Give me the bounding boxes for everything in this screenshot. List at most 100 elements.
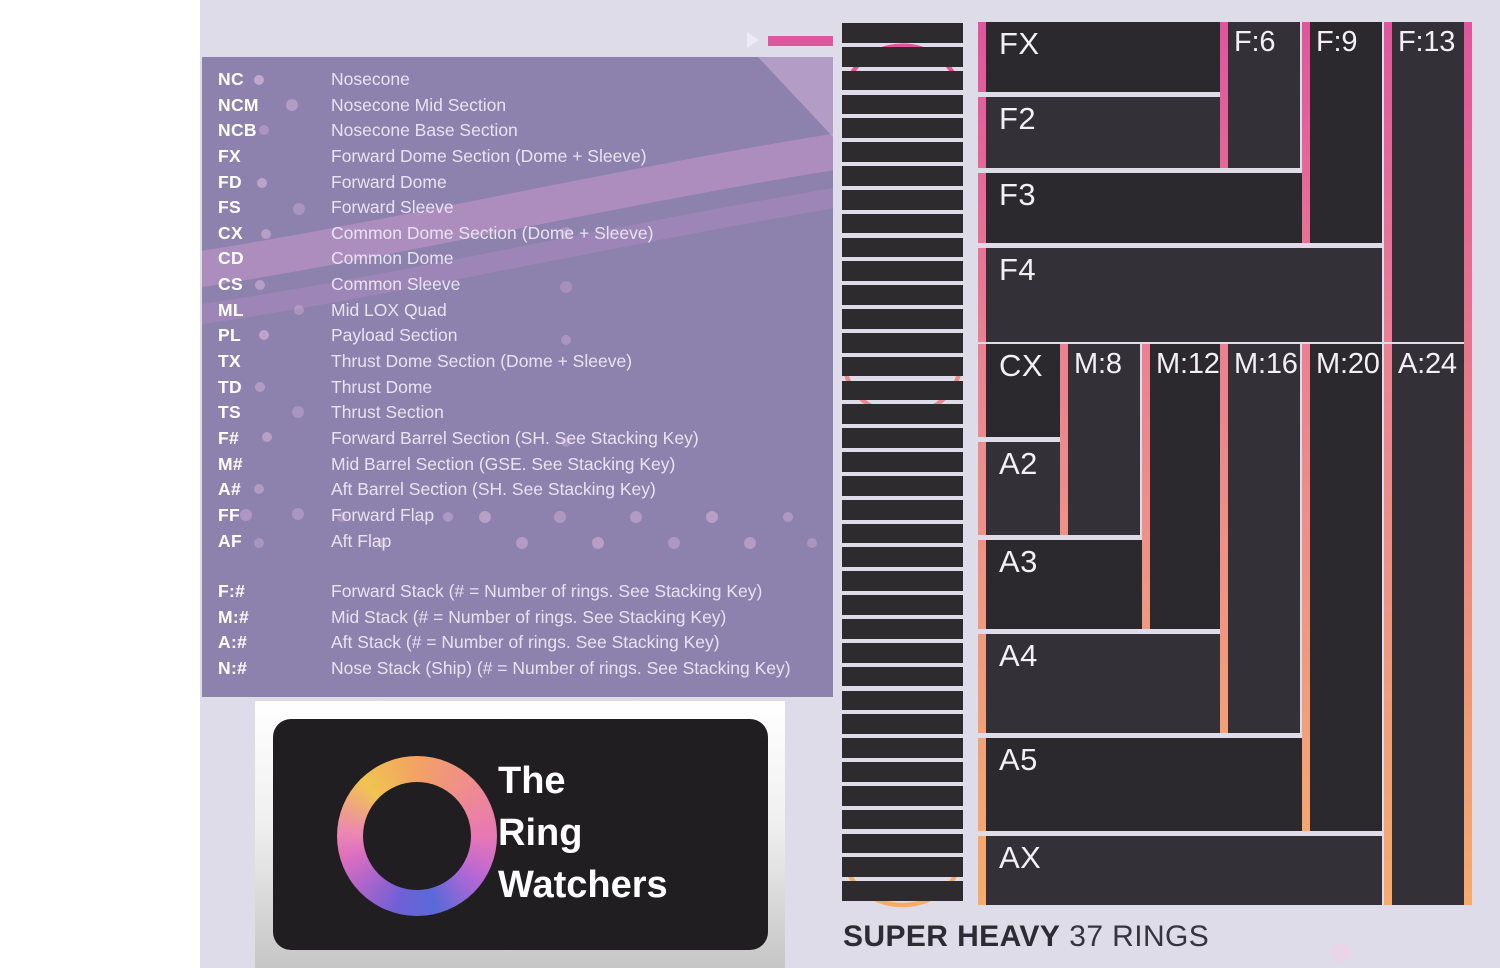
booster-ring — [842, 690, 963, 711]
key-stack-bar — [1384, 344, 1392, 905]
legend-row: CX Common Dome Section (Dome + Sleeve) — [218, 221, 699, 247]
decorative-dot — [377, 538, 387, 548]
key-label: A5 — [999, 742, 1038, 777]
key-label: M:12 — [1156, 348, 1220, 380]
decorative-dot — [807, 538, 817, 548]
booster-ring — [842, 70, 963, 91]
legend-abbr: FF — [218, 504, 240, 525]
decorative-dot — [560, 227, 572, 239]
legend-abbr: CS — [218, 274, 243, 295]
legend-description: Nose Stack (Ship) (# = Number of rings. … — [331, 657, 791, 678]
key-section-bar — [978, 540, 986, 629]
key-section-F4: F4 — [986, 248, 1382, 342]
booster-ring — [842, 166, 963, 186]
accent-dash — [768, 36, 833, 46]
key-stack-bar — [1220, 22, 1228, 168]
booster-ring — [842, 237, 963, 258]
key-label: M:16 — [1234, 348, 1298, 380]
booster-ring — [842, 762, 963, 782]
legend-row: AF Aft Flap — [218, 529, 699, 555]
booster-ring — [842, 142, 963, 162]
booster-ring-stack — [842, 23, 963, 908]
legend-description: Mid LOX Quad — [331, 299, 447, 320]
decorative-dot — [560, 281, 572, 293]
key-section-bar — [978, 738, 986, 831]
ring-logo-hole — [363, 782, 471, 890]
legend-abbr: A# — [218, 479, 241, 500]
key-label: A2 — [999, 446, 1038, 481]
booster-ring — [842, 118, 963, 139]
legend-abbr: ML — [218, 299, 244, 320]
key-label: F:9 — [1316, 26, 1358, 58]
key-label: A3 — [999, 544, 1038, 579]
legend-stack-row: M:# Mid Stack (# = Number of rings. See S… — [218, 605, 791, 631]
legend-stack-row: N:# Nose Stack (Ship) (# = Number of ring… — [218, 656, 791, 682]
booster-ring — [842, 571, 963, 592]
decorative-dot — [516, 537, 528, 549]
legend-description: Aft Stack (# = Number of rings. See Stac… — [331, 632, 720, 653]
legend-description: Forward Sleeve — [331, 197, 454, 218]
booster-ring — [842, 738, 963, 758]
legend-description: Forward Dome — [331, 171, 447, 192]
legend-abbr: FS — [218, 197, 241, 218]
legend-description: Aft Flap — [331, 530, 392, 551]
decorative-arcs — [202, 57, 833, 325]
decorative-dot — [337, 512, 347, 522]
decorative-dot — [259, 125, 269, 135]
legend-description: Mid Stack (# = Number of rings. See Stac… — [331, 606, 727, 627]
key-stack-bar — [1220, 344, 1228, 733]
ring-logo-icon — [337, 756, 497, 916]
key-section-A4: A4 — [986, 634, 1220, 733]
legend-description: Forward Dome Section (Dome + Sleeve) — [331, 145, 647, 166]
legend-row: TD Thrust Dome — [218, 375, 699, 401]
legend-row: CS Common Sleeve — [218, 272, 699, 298]
legend-description: Nosecone Base Section — [331, 120, 518, 141]
booster-ring — [842, 428, 963, 448]
legend-description: Thrust Dome Section (Dome + Sleeve) — [331, 351, 633, 372]
decorative-dot — [254, 75, 264, 85]
key-section-A2: A2 — [986, 442, 1060, 535]
booster-ring — [842, 94, 963, 115]
booster-ring — [842, 642, 963, 663]
legend-abbr: NCM — [218, 94, 259, 115]
decorative-dot — [630, 511, 642, 523]
caption: SUPER HEAVY 37 RINGS — [843, 920, 1209, 954]
decorative-dot — [561, 437, 571, 447]
legend-row: M# Mid Barrel Section (GSE. See Stacking … — [218, 452, 699, 478]
decorative-dot — [254, 538, 264, 548]
decorative-dot — [668, 537, 680, 549]
booster-ring — [842, 356, 963, 377]
key-section-bar — [978, 634, 986, 733]
decorative-dot — [255, 280, 265, 290]
legend-row: F# Forward Barrel Section (SH. See Stacki… — [218, 426, 699, 452]
key-label: M:8 — [1074, 348, 1122, 380]
logo-line: Ring — [498, 812, 583, 854]
decorative-dot — [783, 512, 793, 522]
key-label: F3 — [999, 177, 1037, 212]
booster-ring — [842, 309, 963, 329]
legend-row: CD Common Dome — [218, 246, 699, 272]
decorative-dot — [259, 330, 269, 340]
decorative-dot — [261, 229, 271, 239]
legend-row: ML Mid LOX Quad — [218, 298, 699, 324]
legend-description: Nosecone Mid Section — [331, 94, 507, 115]
key-label: F2 — [999, 101, 1037, 136]
key-stack-bar — [1142, 344, 1150, 629]
booster-ring — [842, 380, 963, 401]
decorative-dot — [254, 484, 264, 494]
decorative-dot — [240, 509, 252, 521]
key-section-F2: F2 — [986, 97, 1220, 168]
booster-ring — [842, 404, 963, 425]
decorative-dot — [292, 508, 304, 520]
key-label: CX — [999, 348, 1044, 383]
booster-ring — [842, 595, 963, 615]
key-section-bar — [978, 22, 986, 92]
legend-description: Thrust Dome — [331, 376, 433, 397]
legend-abbr: F# — [218, 427, 240, 448]
legend-abbr: FD — [218, 171, 242, 192]
key-stack-bar — [1302, 344, 1310, 831]
legend-description: Mid Barrel Section (GSE. See Stacking Ke… — [331, 453, 676, 474]
legend-abbr: PL — [218, 325, 241, 346]
key-label: F:6 — [1234, 26, 1276, 58]
legend-description: Thrust Section — [331, 402, 444, 423]
